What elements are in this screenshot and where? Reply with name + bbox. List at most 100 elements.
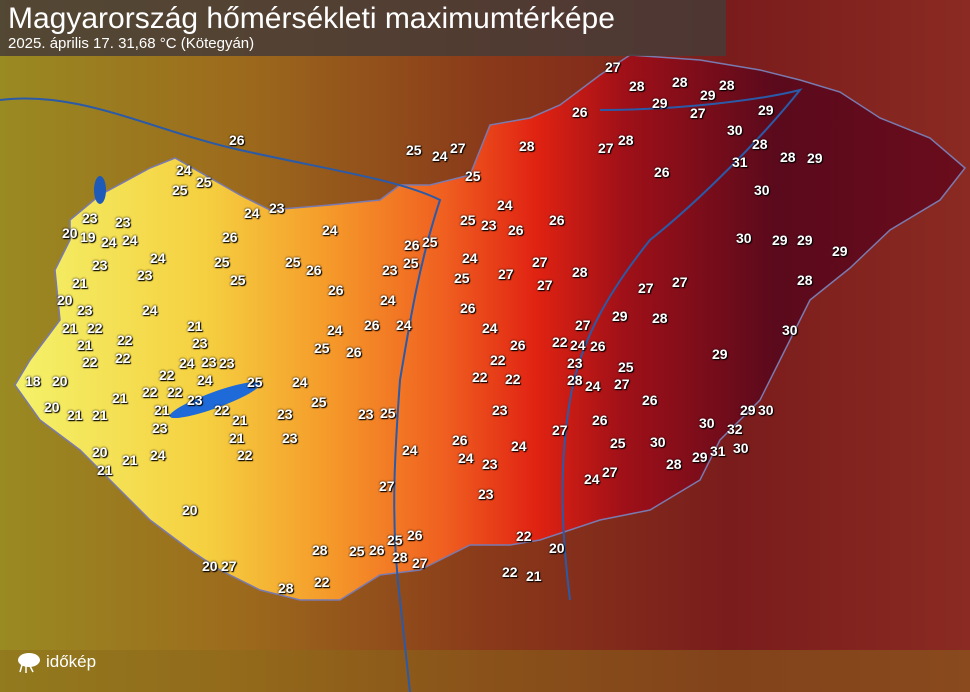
station-temperature: 28: [780, 148, 796, 165]
station-temperature: 29: [612, 307, 628, 324]
station-temperature: 24: [396, 316, 412, 333]
station-temperature: 27: [221, 557, 237, 574]
station-temperature: 23: [152, 419, 168, 436]
station-temperature: 25: [454, 269, 470, 286]
station-temperature: 20: [44, 398, 60, 415]
station-temperature: 21: [122, 451, 138, 468]
station-temperature: 23: [192, 334, 208, 351]
lake-ferto: [94, 176, 106, 204]
station-temperature: 23: [115, 213, 131, 230]
station-temperature: 24: [570, 336, 586, 353]
tisza-river: [561, 88, 803, 601]
station-temperature: 22: [516, 527, 532, 544]
station-temperature: 26: [306, 261, 322, 278]
station-temperature: 24: [458, 449, 474, 466]
station-temperature: 31: [710, 442, 726, 459]
station-temperature: 26: [346, 343, 362, 360]
station-temperature: 24: [327, 321, 343, 338]
station-temperature: 22: [314, 573, 330, 590]
station-temperature: 22: [142, 383, 158, 400]
station-temperature: 21: [97, 461, 113, 478]
station-temperature: 23: [219, 354, 235, 371]
station-temperature: 20: [57, 291, 73, 308]
station-temperature: 29: [772, 231, 788, 248]
station-temperature: 23: [269, 199, 285, 216]
station-temperature: 29: [652, 94, 668, 111]
station-temperature: 21: [526, 567, 542, 584]
station-temperature: 26: [364, 316, 380, 333]
station-temperature: 21: [77, 336, 93, 353]
station-temperature: 24: [511, 437, 527, 454]
station-temperature: 24: [244, 204, 260, 221]
station-temperature: 28: [652, 309, 668, 326]
station-temperature: 25: [465, 167, 481, 184]
station-temperature: 24: [402, 441, 418, 458]
station-temperature: 29: [832, 242, 848, 259]
station-temperature: 21: [232, 411, 248, 428]
station-temperature: 27: [498, 265, 514, 282]
station-temperature: 24: [322, 221, 338, 238]
station-temperature: 28: [797, 271, 813, 288]
station-temperature: 18: [25, 372, 41, 389]
station-temperature: 21: [187, 317, 203, 334]
station-temperature: 27: [552, 421, 568, 438]
station-temperature: 28: [719, 76, 735, 93]
station-temperature: 22: [159, 366, 175, 383]
station-temperature: 26: [452, 431, 468, 448]
station-temperature: 25: [610, 434, 626, 451]
station-temperature: 26: [592, 411, 608, 428]
station-temperature: 27: [532, 253, 548, 270]
station-temperature: 28: [278, 579, 294, 596]
station-temperature: 23: [567, 354, 583, 371]
idokep-logo: időkép: [16, 650, 96, 674]
station-temperature: 22: [237, 446, 253, 463]
station-temperature: 28: [519, 137, 535, 154]
station-temperature: 23: [492, 401, 508, 418]
station-temperature: 26: [404, 236, 420, 253]
hungary-outline: [14, 54, 967, 601]
station-temperature: 22: [552, 333, 568, 350]
header: Magyarország hőmérsékleti maximumtérképe…: [0, 0, 726, 56]
station-temperature: 24: [101, 233, 117, 250]
station-temperature: 22: [117, 331, 133, 348]
station-temperature: 29: [797, 231, 813, 248]
station-temperature: 26: [642, 391, 658, 408]
station-temperature: 27: [602, 463, 618, 480]
station-temperature: 27: [575, 316, 591, 333]
station-temperature: 22: [472, 368, 488, 385]
station-temperature: 25: [196, 173, 212, 190]
station-temperature: 28: [572, 263, 588, 280]
station-temperature: 24: [462, 249, 478, 266]
station-temperature: 31: [732, 153, 748, 170]
station-temperature: 24: [179, 354, 195, 371]
station-temperature: 30: [758, 401, 774, 418]
station-temperature: 20: [62, 224, 78, 241]
station-temperature: 21: [72, 274, 88, 291]
station-temperature: 25: [230, 271, 246, 288]
station-temperature: 29: [700, 86, 716, 103]
station-temperature: 27: [379, 477, 395, 494]
station-temperature: 23: [92, 256, 108, 273]
station-temperature: 28: [392, 548, 408, 565]
station-temperature: 24: [585, 377, 601, 394]
station-temperature: 30: [754, 181, 770, 198]
station-temperature: 21: [92, 406, 108, 423]
station-temperature: 26: [328, 281, 344, 298]
station-temperature: 24: [482, 319, 498, 336]
station-temperature: 27: [605, 58, 621, 75]
date-and-max: 2025. április 17. 31,68 °C (Kötegyán): [8, 35, 255, 52]
station-temperature: 25: [172, 181, 188, 198]
station-temperature: 22: [115, 349, 131, 366]
station-temperature: 28: [752, 135, 768, 152]
station-temperature: 28: [618, 131, 634, 148]
station-temperature: 20: [92, 443, 108, 460]
station-temperature: 26: [508, 221, 524, 238]
station-temperature: 25: [349, 542, 365, 559]
danube-river: [0, 97, 442, 692]
station-temperature: 24: [380, 291, 396, 308]
station-temperature: 30: [782, 321, 798, 338]
logo-text: időkép: [46, 652, 97, 671]
station-temperature: 24: [432, 147, 448, 164]
station-temperature: 26: [549, 211, 565, 228]
